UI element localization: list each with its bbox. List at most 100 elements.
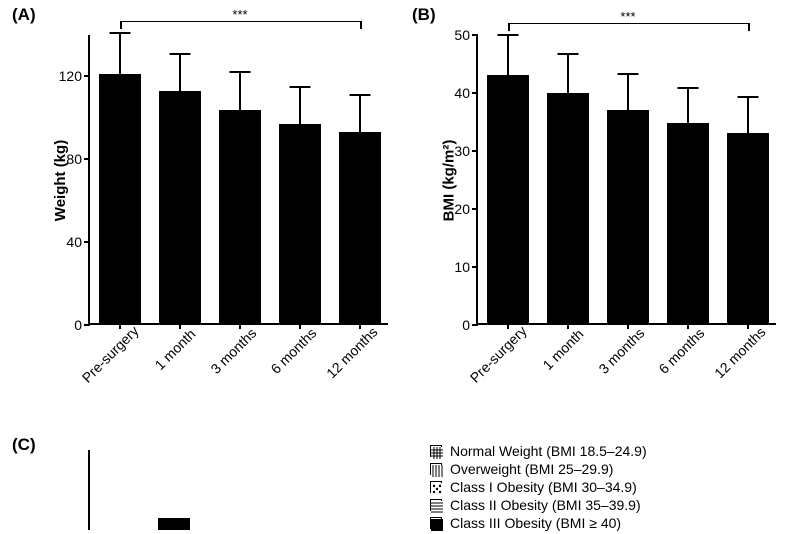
legend-item: Class I Obesity (BMI 30–34.9) [430, 479, 647, 495]
legend-label: Class III Obesity (BMI ≥ 40) [450, 515, 621, 531]
x-tick-label: 3 months [207, 325, 259, 377]
error-bar [747, 98, 749, 134]
legend-item: Class III Obesity (BMI ≥ 40) [430, 515, 647, 531]
error-bar [687, 89, 689, 125]
panel-c: (C) 8060 [10, 415, 790, 530]
bar [99, 74, 141, 323]
legend-item: Class II Obesity (BMI 35–39.9) [430, 497, 647, 513]
y-tick [84, 324, 90, 326]
y-tick-label: 10 [454, 259, 470, 275]
y-tick-label: 30 [454, 143, 470, 159]
x-tick-label: 6 months [655, 325, 707, 377]
plot-area: 01020304050Pre-surgery1 month3 months6 m… [476, 35, 776, 325]
legend-swatch [430, 445, 442, 457]
y-tick-label: 50 [454, 27, 470, 43]
bar [279, 124, 321, 323]
significance-bracket [748, 23, 750, 31]
y-tick [472, 266, 478, 268]
panel-a: (A)Weight (kg)04080120Pre-surgery1 month… [10, 5, 390, 405]
y-tick-label: 80 [66, 151, 82, 167]
error-cap [498, 34, 519, 36]
panel-label: (A) [12, 5, 36, 25]
x-tick-label: 12 months [711, 324, 769, 382]
y-tick [84, 75, 90, 77]
significance-bracket [508, 23, 510, 31]
significance-bracket [360, 21, 362, 29]
panel-b: (B)BMI (kg/m²)01020304050Pre-surgery1 mo… [410, 5, 790, 405]
x-tick [747, 323, 749, 329]
x-tick [299, 323, 301, 329]
y-tick-label: 40 [66, 234, 82, 250]
y-tick-label: 0 [74, 317, 82, 333]
error-cap [350, 94, 371, 96]
significance-bracket [120, 21, 122, 29]
x-tick [567, 323, 569, 329]
bar [547, 93, 589, 323]
y-tick-label: 20 [454, 201, 470, 217]
legend-swatch [430, 463, 442, 475]
y-tick-label: 120 [59, 68, 82, 84]
y-tick [84, 241, 90, 243]
significance-marker: *** [232, 7, 247, 22]
y-tick [472, 150, 478, 152]
error-bar [299, 88, 301, 125]
y-tick [472, 324, 478, 326]
y-tick-label: 0 [462, 317, 470, 333]
legend-label: Class II Obesity (BMI 35–39.9) [450, 497, 641, 513]
error-cap [110, 32, 131, 34]
bar [158, 518, 190, 531]
error-bar [507, 36, 509, 75]
error-cap [678, 87, 699, 89]
x-tick-label: 3 months [595, 325, 647, 377]
error-bar [567, 55, 569, 93]
y-tick [88, 524, 90, 526]
legend-swatch [430, 481, 442, 493]
x-tick-label: 1 month [539, 326, 586, 373]
x-tick-label: 1 month [151, 326, 198, 373]
error-bar [119, 34, 121, 75]
legend-swatch [430, 499, 442, 511]
x-tick [359, 323, 361, 329]
y-tick [472, 92, 478, 94]
legend-swatch [430, 517, 442, 529]
x-tick [239, 323, 241, 329]
bar [487, 75, 529, 323]
x-tick-label: 12 months [323, 324, 381, 382]
x-tick [627, 323, 629, 329]
x-tick-label: Pre-surgery [79, 323, 142, 386]
error-bar [179, 55, 181, 92]
bar [219, 110, 261, 323]
y-tick-label: 40 [454, 85, 470, 101]
legend-label: Overweight (BMI 25–29.9) [450, 461, 613, 477]
legend-label: Normal Weight (BMI 18.5–24.9) [450, 443, 647, 459]
y-tick [472, 208, 478, 210]
x-tick [119, 323, 121, 329]
x-tick [687, 323, 689, 329]
plot-area: 8060 [88, 450, 388, 530]
y-tick [472, 34, 478, 36]
x-tick [507, 323, 509, 329]
panel-label: (C) [12, 435, 36, 455]
significance-marker: *** [620, 9, 635, 24]
error-cap [738, 96, 759, 98]
bar [159, 91, 201, 323]
plot-area: 04080120Pre-surgery1 month3 months6 mont… [88, 35, 388, 325]
error-cap [618, 73, 639, 75]
bar [727, 133, 769, 323]
error-cap [290, 86, 311, 88]
error-cap [170, 53, 191, 55]
bar [339, 132, 381, 323]
error-bar [627, 75, 629, 111]
legend-label: Class I Obesity (BMI 30–34.9) [450, 479, 637, 495]
x-tick-label: Pre-surgery [467, 323, 530, 386]
error-bar [239, 73, 241, 110]
error-bar [359, 96, 361, 133]
y-tick [88, 450, 90, 451]
x-tick-label: 6 months [267, 325, 319, 377]
error-cap [230, 71, 251, 73]
y-tick [84, 158, 90, 160]
error-cap [558, 53, 579, 55]
x-tick [179, 323, 181, 329]
bar [667, 123, 709, 323]
bar [607, 110, 649, 323]
